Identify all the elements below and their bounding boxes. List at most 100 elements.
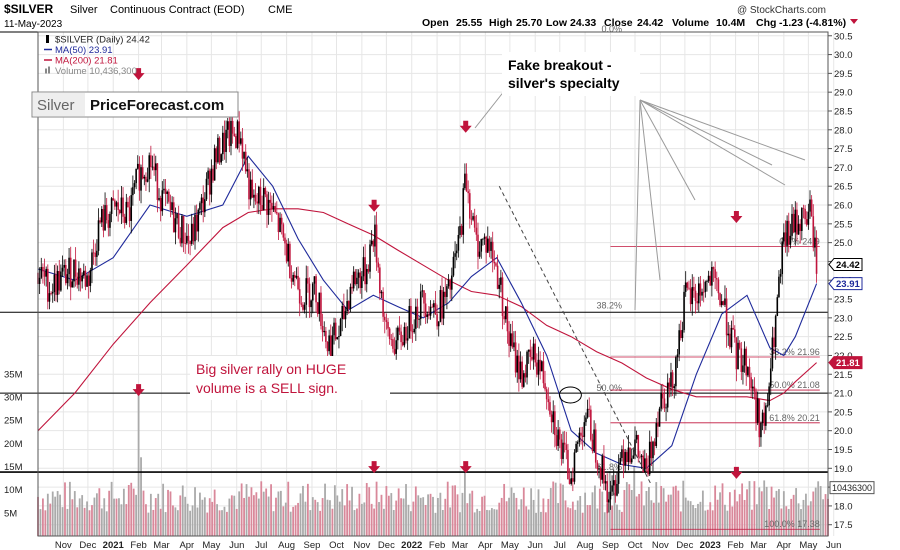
candle-body [79,268,82,282]
candle-body [140,167,142,191]
candle-body [91,252,93,271]
volume-bar [785,506,788,536]
volume-bar [483,495,486,536]
volume-bar [206,512,209,536]
candle-body [66,274,69,284]
candle-body [509,333,512,346]
volume-bar [594,485,596,536]
volume-bar [765,486,768,536]
candle-body [240,138,242,144]
date-tick-label: Apr [478,540,493,550]
volume-bar [549,488,552,536]
candle-body [691,287,694,305]
candle-body [465,173,468,192]
candle-body [495,263,497,266]
volume-bar [73,491,76,536]
volume-bar [562,484,564,536]
volume-bar [306,483,309,536]
candle-body [168,191,170,202]
volume-bar [383,508,385,536]
candle-body [416,306,419,320]
candle-body [311,283,314,301]
volume-bar [88,510,91,536]
candle-body [320,292,322,326]
price-tick-label: 19.0 [834,464,853,475]
candle-body [676,354,679,358]
price-tick-label: 28.5 [834,106,853,117]
volume-bar [412,501,415,536]
volume-bar [238,491,241,536]
candle-body [743,348,746,366]
candle-body [122,197,124,217]
volume-bar [437,497,439,536]
candle-body [223,132,226,152]
candle-body [248,169,250,200]
candle-body [284,237,286,244]
volume-bar [822,499,824,536]
candle-body [751,386,754,389]
candle-body [774,315,777,348]
volume-bar [68,481,71,536]
volume-bar [449,507,452,536]
candle-body [769,368,772,387]
candle-body [115,202,118,207]
volume-bar [201,499,204,536]
candle-body [423,290,425,304]
volume-bar [819,486,822,536]
fib-right-label: 38.2% 21.96 [769,347,820,357]
volume-bar [333,485,336,536]
price-tick-label: 25.5 [834,219,853,230]
volume-bar [579,495,582,536]
volume-bar [598,488,601,536]
candle-body [630,458,633,463]
candle-body [616,483,618,496]
volume-bar [56,491,59,536]
volume-bar [83,507,86,536]
volume-bar [235,508,238,536]
candle-body [253,194,255,198]
candle-body [40,266,43,278]
volume-bar [537,489,540,536]
candle-body [650,441,653,459]
volume-bar [253,495,255,536]
candle-body [374,224,376,247]
chart-header: $SILVER Silver Continuous Contract (EOD)… [4,2,858,30]
volume-bar [586,505,589,536]
candle-body [241,138,244,159]
candle-body [578,432,581,443]
candle-body [658,408,661,427]
volume-tick-label: 10M [4,485,23,496]
down-arrow-icon [368,199,381,212]
candle-body [400,331,402,343]
candle-body [534,343,537,363]
candle-body [467,191,469,194]
candle-body [86,275,88,287]
low-value: 24.33 [570,17,596,29]
candle-body [550,414,553,423]
date-tick-label: Dec [378,540,395,550]
candle-body [96,250,98,257]
candle-body [202,197,204,213]
volume-bar [760,491,763,536]
volume-bar [199,492,201,536]
volume-bar [390,493,393,536]
volume-bar [208,498,211,536]
candle-body [38,277,41,284]
volume-bar [194,487,196,536]
candle-body [506,306,509,332]
candle-body [403,326,406,346]
candle-body [336,337,339,340]
candle-body [130,195,133,222]
candle-body [325,330,327,342]
volume-bar [645,490,648,536]
volume-bar [279,490,282,536]
candle-body [478,251,481,257]
candle-body [657,423,659,427]
candle-body [379,267,381,294]
candle-body [84,270,87,287]
rally-line1: Big silver rally on HUGE [196,361,346,377]
candle-body [536,362,538,375]
candle-body [544,383,546,390]
volume-bar [174,507,177,536]
